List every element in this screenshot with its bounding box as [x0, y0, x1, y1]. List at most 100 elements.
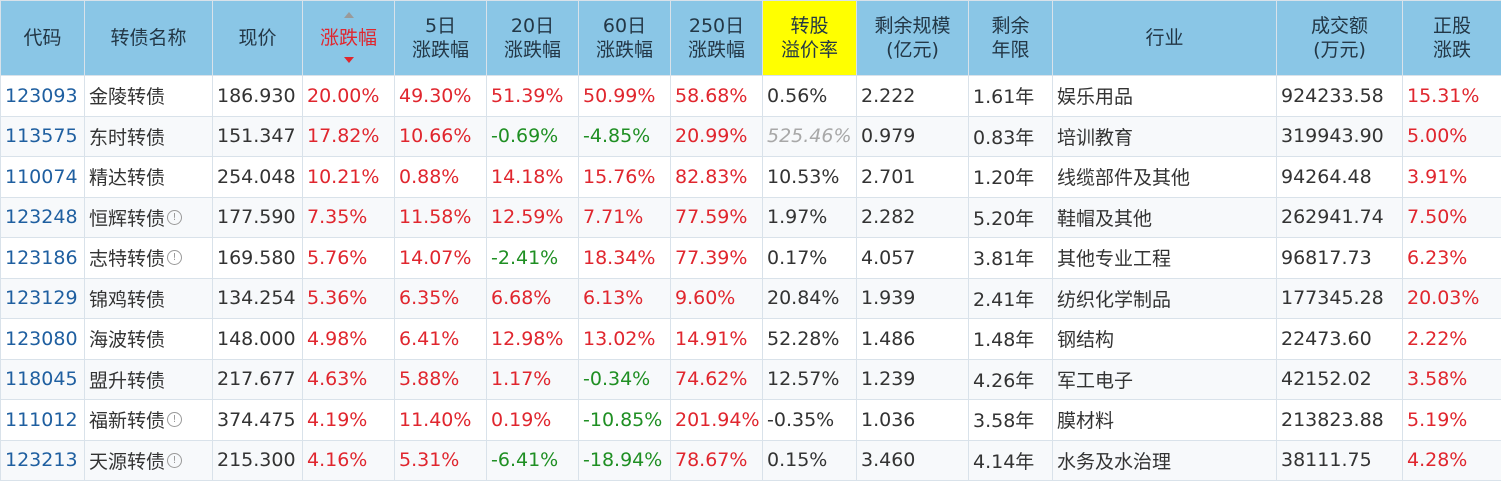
table-row[interactable]: 110074 精达转债 254.048 10.21% 0.88% 14.18% 15.76%…: [0, 156, 1501, 198]
change250-cell: 78.67%: [670, 439, 763, 481]
table-row[interactable]: 123248 恒辉转债! 177.590 7.35% 11.58% 12.59% 7.71%…: [0, 196, 1501, 238]
price-cell-text: 186.930: [217, 84, 296, 107]
years-cell-text: 1.48年: [973, 329, 1035, 352]
price-cell: 148.000: [212, 318, 303, 360]
table-row[interactable]: 113575 东时转债 151.347 17.82% 10.66% -0.69% -4.85…: [0, 115, 1501, 157]
col-header-name[interactable]: 转债名称: [84, 0, 213, 76]
code-cell[interactable]: 123080: [0, 318, 85, 360]
change5-cell: 10.66%: [394, 115, 487, 157]
info-icon[interactable]: !: [167, 412, 183, 428]
price-cell: 134.254: [212, 277, 303, 319]
table-row[interactable]: 118045 盟升转债 217.677 4.63% 5.88% 1.17% -0.34% 74…: [0, 358, 1501, 400]
col-header-volume[interactable]: 成交额 (万元): [1276, 0, 1403, 76]
remaining-cell: 3.460: [856, 439, 969, 481]
name-cell-text: 志特转债: [89, 248, 166, 271]
change20-cell: 12.98%: [486, 318, 579, 360]
change60-cell-text: 13.02%: [583, 327, 656, 350]
code-cell[interactable]: 118045: [0, 358, 85, 400]
col-header-change20[interactable]: 20日 涨跌幅: [486, 0, 579, 76]
code-cell-text: 113575: [5, 125, 78, 148]
table-row[interactable]: 123213 天源转债! 215.300 4.16% 5.31% -6.41% -18.94…: [0, 439, 1501, 481]
name-cell-text: 天源转债: [89, 450, 166, 473]
table-row[interactable]: 123093 金陵转债 186.930 20.00% 49.30% 51.39% 50.99…: [0, 75, 1501, 117]
change5-cell-text: 49.30%: [399, 84, 472, 107]
change60-cell: -4.85%: [578, 115, 671, 157]
col-header-change250[interactable]: 250日 涨跌幅: [670, 0, 763, 76]
col-header-industry[interactable]: 行业: [1052, 0, 1277, 76]
years-cell-text: 2.41年: [973, 288, 1035, 311]
industry-cell-text: 膜材料: [1057, 410, 1115, 433]
col-header-stock-change[interactable]: 正股 涨跌: [1402, 0, 1501, 76]
price-cell-text: 148.000: [217, 327, 296, 350]
change60-cell-text: -10.85%: [583, 408, 663, 431]
name-cell[interactable]: 福新转债!: [84, 399, 213, 441]
name-cell[interactable]: 锦鸡转债: [84, 277, 213, 319]
col-header-price[interactable]: 现价: [212, 0, 303, 76]
years-cell-text: 4.14年: [973, 450, 1035, 473]
col-header-years[interactable]: 剩余 年限: [968, 0, 1053, 76]
price-cell: 186.930: [212, 75, 303, 117]
change5-cell-text: 5.88%: [399, 368, 460, 391]
code-cell[interactable]: 113575: [0, 115, 85, 157]
change20-cell: 14.18%: [486, 156, 579, 198]
col-header-change60[interactable]: 60日 涨跌幅: [578, 0, 671, 76]
name-cell[interactable]: 志特转债!: [84, 237, 213, 279]
name-cell[interactable]: 金陵转债: [84, 75, 213, 117]
code-cell[interactable]: 123248: [0, 196, 85, 238]
change-cell: 4.98%: [302, 318, 395, 360]
name-cell[interactable]: 恒辉转债!: [84, 196, 213, 238]
change5-cell: 6.41%: [394, 318, 487, 360]
table-row[interactable]: 123186 志特转债! 169.580 5.76% 14.07% -2.41% 18.34…: [0, 237, 1501, 279]
stock-change-cell-text: 5.00%: [1407, 125, 1468, 148]
industry-cell: 纺织化学制品: [1052, 277, 1277, 319]
name-cell[interactable]: 海波转债: [84, 318, 213, 360]
change250-cell: 20.99%: [670, 115, 763, 157]
change-cell-text: 20.00%: [307, 84, 380, 107]
name-cell[interactable]: 天源转债!: [84, 439, 213, 481]
col-header-change5[interactable]: 5日 涨跌幅: [394, 0, 487, 76]
info-icon[interactable]: !: [167, 209, 183, 225]
change250-cell: 82.83%: [670, 156, 763, 198]
change250-cell-text: 9.60%: [675, 287, 736, 310]
change5-cell: 11.40%: [394, 399, 487, 441]
name-cell[interactable]: 精达转债: [84, 156, 213, 198]
code-cell[interactable]: 123186: [0, 237, 85, 279]
col-header-change[interactable]: 涨跌幅: [302, 0, 395, 76]
change-cell: 20.00%: [302, 75, 395, 117]
industry-cell: 其他专业工程: [1052, 237, 1277, 279]
table-row[interactable]: 111012 福新转债! 374.475 4.19% 11.40% 0.19% -10.85…: [0, 399, 1501, 441]
change5-cell-text: 0.88%: [399, 165, 460, 188]
table-row[interactable]: 123080 海波转债 148.000 4.98% 6.41% 12.98% 13.02% 1…: [0, 318, 1501, 360]
years-cell: 4.14年: [968, 439, 1053, 481]
name-cell[interactable]: 盟升转债: [84, 358, 213, 400]
change20-cell-text: 0.19%: [491, 408, 552, 431]
industry-cell-text: 军工电子: [1057, 369, 1134, 392]
code-cell[interactable]: 111012: [0, 399, 85, 441]
code-cell[interactable]: 123129: [0, 277, 85, 319]
info-icon[interactable]: !: [167, 250, 183, 266]
code-cell-text: 111012: [5, 408, 78, 431]
col-header-remaining[interactable]: 剩余规模 (亿元): [856, 0, 969, 76]
change250-cell-text: 82.83%: [675, 165, 748, 188]
code-cell[interactable]: 110074: [0, 156, 85, 198]
stock-change-cell: 4.28%: [1402, 439, 1501, 481]
name-cell[interactable]: 东时转债: [84, 115, 213, 157]
code-cell[interactable]: 123093: [0, 75, 85, 117]
change20-cell: -6.41%: [486, 439, 579, 481]
change-cell: 5.76%: [302, 237, 395, 279]
table-row[interactable]: 123129 锦鸡转债 134.254 5.36% 6.35% 6.68% 6.13% 9.6…: [0, 277, 1501, 319]
years-cell-text: 3.58年: [973, 410, 1035, 433]
sort-desc-icon: [343, 57, 354, 63]
code-cell[interactable]: 123213: [0, 439, 85, 481]
info-icon[interactable]: !: [167, 452, 183, 468]
price-cell: 151.347: [212, 115, 303, 157]
change250-cell-text: 20.99%: [675, 125, 748, 148]
col-header-code[interactable]: 代码: [0, 0, 85, 76]
change5-cell: 14.07%: [394, 237, 487, 279]
remaining-cell-text: 1.036: [861, 408, 916, 431]
volume-cell: 94264.48: [1276, 156, 1403, 198]
stock-change-cell: 6.23%: [1402, 237, 1501, 279]
remaining-cell: 1.486: [856, 318, 969, 360]
price-cell-text: 169.580: [217, 246, 296, 269]
col-header-premium[interactable]: 转股 溢价率: [762, 0, 857, 76]
